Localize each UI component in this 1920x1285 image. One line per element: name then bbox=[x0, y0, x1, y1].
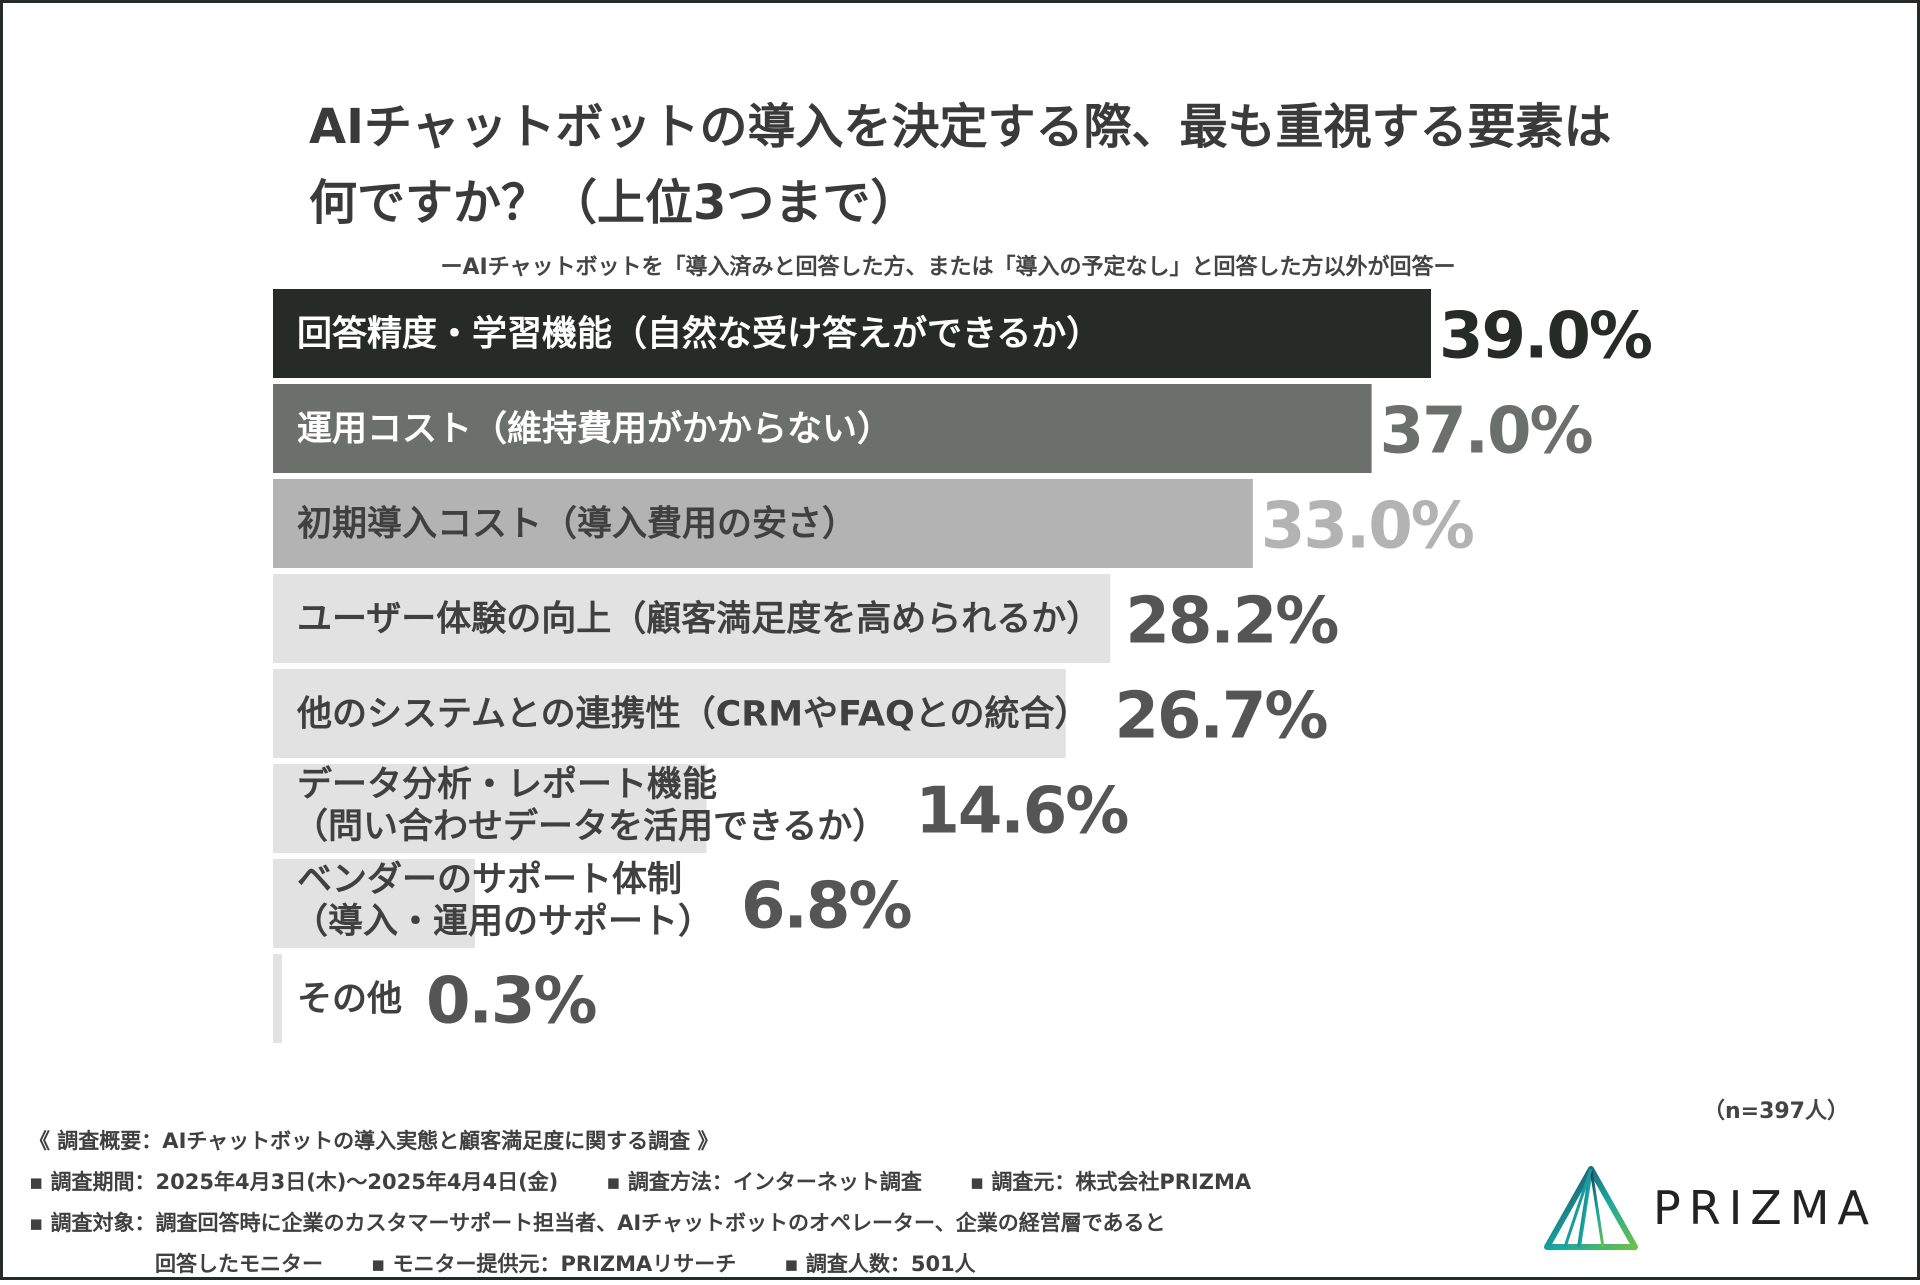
bar-label-2: 運用コスト（維持費用がかからない） bbox=[297, 410, 892, 450]
sample-size-note: （n=397人） bbox=[1702, 1099, 1849, 1124]
chart-title: AIチャットボットの導入を決定する際、最も重視する要素は 何ですか？（上位3つま… bbox=[309, 89, 1689, 241]
bar-6 bbox=[273, 764, 707, 853]
value-label-7: 6.8% bbox=[741, 870, 911, 944]
survey-name: 《 調査概要：AIチャットボットの導入実態と顧客満足度に関する調査 》 bbox=[29, 1129, 719, 1153]
value-label-6: 14.6% bbox=[915, 775, 1128, 849]
title-line-1: AIチャットボットの導入を決定する際、最も重視する要素は bbox=[309, 99, 1612, 155]
value-label-8: 0.3% bbox=[426, 965, 596, 1039]
survey-footer: 《 調査概要：AIチャットボットの導入実態と顧客満足度に関する調査 》 ▪ 調査… bbox=[29, 1121, 1251, 1285]
survey-target-cont: 回答したモニター bbox=[155, 1252, 323, 1276]
value-label-1: 39.0% bbox=[1439, 300, 1652, 374]
bar-4 bbox=[273, 574, 1111, 663]
monitor-provider: ▪ モニター提供元：PRIZMAリサーチ bbox=[371, 1252, 737, 1276]
value-label-2: 37.0% bbox=[1380, 395, 1593, 469]
bar-label-6: データ分析・レポート機能（問い合わせデータを活用できるか） bbox=[293, 764, 887, 847]
value-label-3: 33.0% bbox=[1261, 490, 1474, 564]
bar-label-7: ベンダーのサポート体制（導入・運用のサポート） bbox=[293, 859, 713, 942]
chart-subtitle: ーAIチャットボットを「導入済みと回答した方、または「導入の予定なし」と回答した… bbox=[440, 255, 1456, 280]
bar-7 bbox=[273, 859, 475, 948]
bar-1 bbox=[273, 289, 1431, 378]
bar-label-4: ユーザー体験の向上（顧客満足度を高められるか） bbox=[297, 599, 1101, 640]
survey-period: ▪ 調査期間：2025年4月3日(木)〜2025年4月4日(金) bbox=[29, 1170, 559, 1194]
prizma-logo-icon bbox=[1544, 1166, 1638, 1250]
bar-label-1: 回答精度・学習機能（自然な受け答えができるか） bbox=[297, 314, 1101, 355]
bar-label-8: その他 bbox=[297, 980, 402, 1020]
survey-method: ▪ 調査方法：インターネット調査 bbox=[606, 1170, 922, 1194]
survey-info-row: ▪ 調査期間：2025年4月3日(木)〜2025年4月4日(金) ▪ 調査方法：イ… bbox=[29, 1162, 1251, 1203]
respondent-count: ▪ 調査人数：501人 bbox=[784, 1252, 976, 1276]
bar-3 bbox=[273, 479, 1253, 568]
bar-label-5: 他のシステムとの連携性（CRMやFAQとの統合） bbox=[296, 695, 1089, 735]
prizma-logo-text: PRIZMA bbox=[1653, 1181, 1877, 1235]
prizma-logo: PRIZMA bbox=[1543, 1165, 1877, 1251]
survey-target-row-2: 回答したモニター ▪ モニター提供元：PRIZMAリサーチ ▪ 調査人数：501人 bbox=[29, 1244, 1251, 1285]
survey-target: ▪ 調査対象：調査回答時に企業のカスタマーサポート担当者、AIチャットボットのオ… bbox=[29, 1211, 1166, 1235]
title-line-2: 何ですか？（上位3つまで） bbox=[309, 175, 919, 231]
bar-8 bbox=[273, 954, 282, 1043]
value-label-5: 26.7% bbox=[1114, 680, 1327, 754]
survey-organizer: ▪ 調査元：株式会社PRIZMA bbox=[969, 1170, 1252, 1194]
bar-5 bbox=[273, 669, 1066, 758]
value-label-4: 28.2% bbox=[1125, 585, 1338, 659]
bar-chart: 回答精度・学習機能（自然な受け答えができるか） 39.0% 運用コスト（維持費用がか… bbox=[273, 289, 1654, 1043]
bar-2 bbox=[273, 384, 1372, 473]
bar-label-3: 初期導入コスト（導入費用の安さ） bbox=[297, 505, 857, 545]
